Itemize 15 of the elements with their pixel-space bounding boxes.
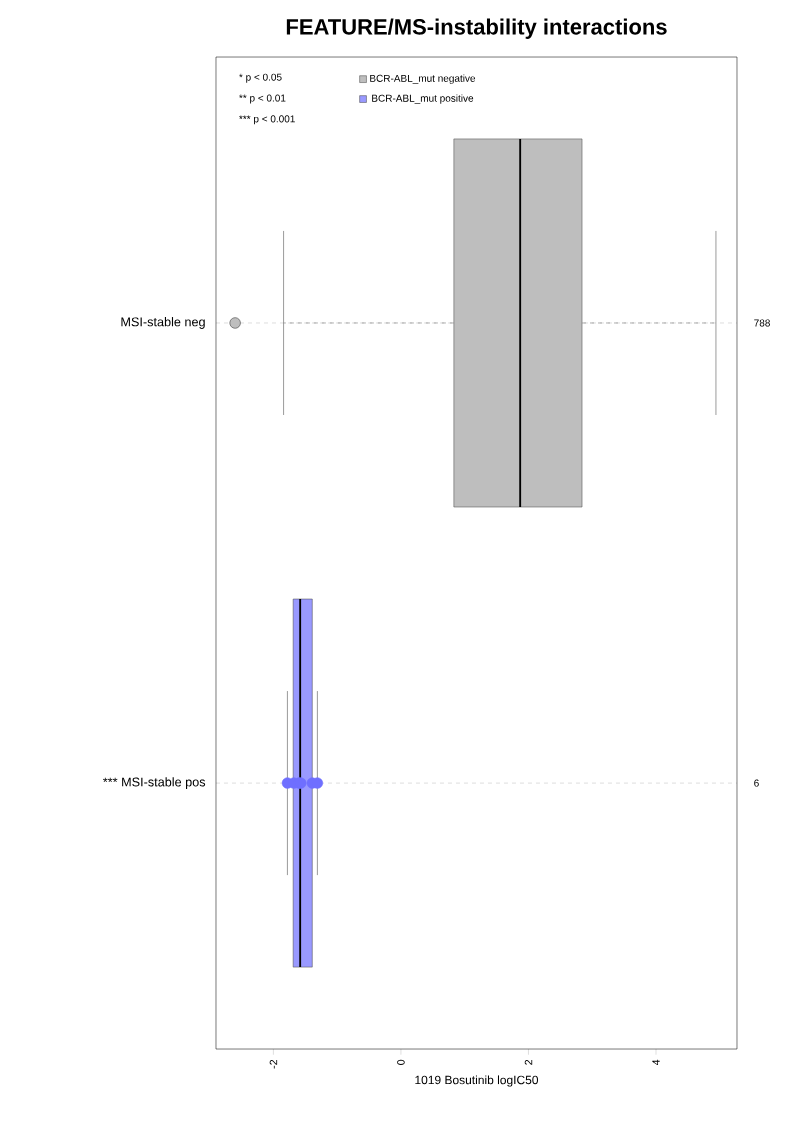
annotation: ** p < 0.01 [239,94,286,104]
x-tick-label: -2 [269,1059,278,1069]
x-tick-label: 0 [397,1059,405,1065]
y-tick-label: *** MSI-stable pos [103,777,206,789]
x-axis-title: 1019 Bosutinib logIC50 [415,1075,539,1087]
y-tick-label: MSI-stable neg [121,317,205,329]
annotation: * p < 0.05 [239,73,282,83]
legend-label: BCR-ABL_mut positive [372,94,474,104]
annotation: *** p < 0.001 [239,115,295,125]
legend-label: BCR-ABL_mut negative [370,74,476,84]
text: 6 [754,779,759,787]
x-tick-label: 4 [652,1059,660,1066]
chart-title: FEATURE/MS-instability interactions [286,18,667,39]
text: 788 [754,319,770,327]
x-tick-label: 2 [524,1059,533,1065]
